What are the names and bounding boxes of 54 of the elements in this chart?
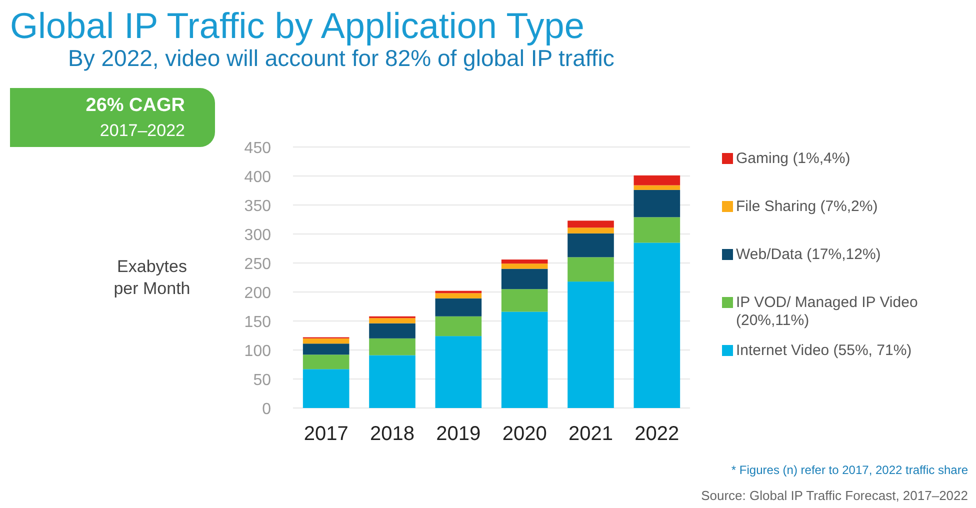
- bar: [369, 323, 416, 338]
- chart-subtitle: By 2022, video will account for 82% of global IP traffic: [68, 45, 614, 71]
- x-tick-label: 2022: [634, 423, 680, 445]
- text: * Figures (n) refer to 2017, 2022 traffic share: [731, 463, 968, 477]
- y-tick-label: 350: [244, 198, 272, 215]
- bar: [568, 233, 614, 258]
- y-tick-label: 100: [244, 343, 272, 360]
- y-tick-label: 0: [262, 401, 272, 418]
- bar: [435, 316, 482, 336]
- bar: [501, 264, 548, 269]
- bar: [369, 338, 416, 356]
- bar: [501, 312, 548, 408]
- bar: [634, 190, 680, 218]
- legend-label: Internet Video (55%, 71%): [736, 342, 912, 359]
- bar: [501, 289, 548, 312]
- y-tick-label: 200: [244, 285, 272, 302]
- x-tick-label: 2017: [304, 423, 348, 445]
- bar: [568, 282, 614, 408]
- y-tick-label: 300: [244, 227, 272, 244]
- legend-label: Web/Data (17%,12%): [736, 246, 881, 263]
- bar: [369, 318, 416, 324]
- bar: [435, 293, 482, 298]
- bar: [302, 369, 350, 408]
- bar: [568, 220, 614, 228]
- bar: [501, 260, 548, 264]
- bar: [634, 242, 680, 408]
- x-tick-label: 2021: [568, 423, 613, 445]
- y-tick-label: 400: [244, 169, 272, 186]
- y-tick-label: 450: [244, 140, 272, 157]
- y-tick-label: 50: [253, 372, 272, 389]
- x-tick-label: 2018: [370, 423, 414, 445]
- bar: [568, 228, 614, 234]
- bar: [634, 185, 680, 190]
- bar: [435, 336, 482, 408]
- legend-label: IP VOD/ Managed IP Video (20%,11%): [736, 294, 918, 329]
- legend-label: File Sharing (7%,2%): [736, 198, 878, 215]
- x-tick-label: 2019: [436, 423, 481, 445]
- bar: [568, 257, 614, 282]
- bar: [302, 338, 350, 344]
- bar: [369, 355, 416, 408]
- bar: [302, 354, 350, 370]
- chart-title: Global IP Traffic by Application Type: [10, 5, 584, 46]
- x-tick-label: 2020: [502, 423, 547, 445]
- callout-banner: 26% CAGR 2017–2022: [10, 88, 215, 147]
- bar: [501, 268, 548, 290]
- y-axis-title: Exabytes per Month: [114, 257, 190, 298]
- bar: [302, 344, 350, 355]
- bar: [435, 298, 482, 316]
- bar: [634, 217, 680, 243]
- y-tick-label: 250: [244, 256, 272, 273]
- source-note: Source: Global IP Traffic Forecast, 2017–2022: [701, 488, 968, 503]
- y-tick-label: 150: [244, 314, 272, 331]
- legend-label: Gaming (1%,4%): [736, 150, 850, 167]
- bar: [634, 175, 680, 186]
